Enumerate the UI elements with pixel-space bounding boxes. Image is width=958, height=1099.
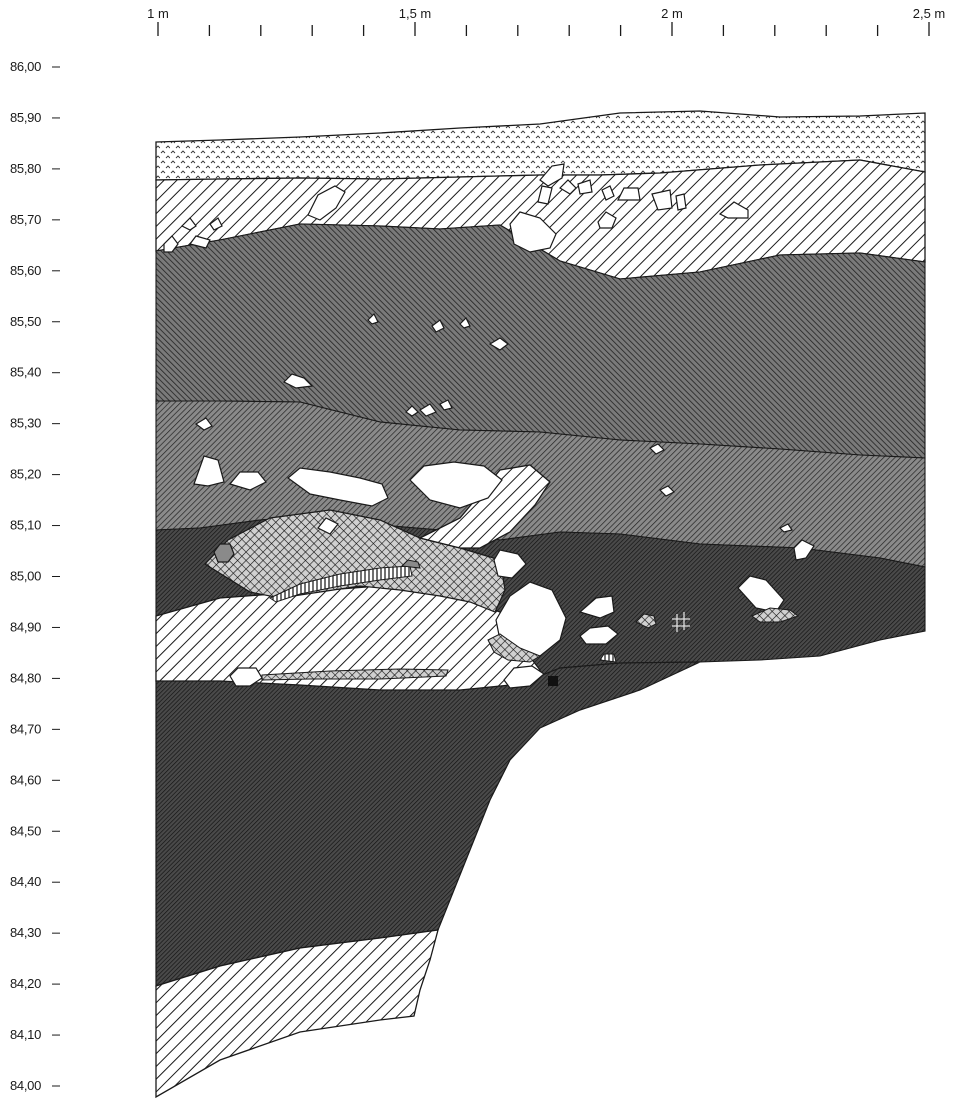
elevation-label: 85,20 [10,467,41,482]
elevation-label: 84,50 [10,823,41,838]
elevation-label: 85,00 [10,569,41,584]
elevation-label: 84,30 [10,925,41,940]
elevation-label: 84,90 [10,619,41,634]
stone [193,455,225,487]
elevation-axis: 86,00 85,90 85,80 85,70 85,60 85,50 85,40 85,30… [10,59,60,1093]
stone [409,461,503,509]
elevation-label: 85,50 [10,314,41,329]
stone [737,575,785,613]
x-axis-tick-label: 1,5 m [399,6,432,21]
layer-hatched-base [155,929,439,1099]
stone [419,403,437,417]
stone [597,211,617,229]
elevation-label: 85,10 [10,518,41,533]
x-axis-tick-label: 2 m [661,6,683,21]
stone [648,443,666,455]
stone [431,319,445,333]
stone [793,539,815,561]
elevation-label: 84,60 [10,772,41,787]
elevation-label: 84,40 [10,874,41,889]
elevation-label: 85,70 [10,212,41,227]
stone [579,625,619,645]
vertical-hatched-find [599,653,617,663]
x-axis-tick-label: 1 m [147,6,169,21]
stone [229,667,263,687]
stone [539,163,565,187]
stone [509,211,557,253]
stone [307,185,346,221]
stone [503,665,545,689]
elevation-label: 85,40 [10,365,41,380]
elevation-label: 85,60 [10,263,41,278]
stone [287,467,389,507]
stone [180,217,197,231]
elevation-label: 85,90 [10,110,41,125]
charcoal-lens-linear [261,668,449,681]
stone-inclusions [163,163,815,689]
stone [578,595,615,619]
stone [675,193,687,211]
elevation-label: 85,80 [10,161,41,176]
grey-stone [213,543,235,563]
stone [405,405,419,417]
stone [317,517,339,535]
x-axis-tick-label: 2,5 m [913,6,946,21]
stone [778,523,793,533]
stone [718,201,749,219]
stone [282,373,314,389]
elevation-label: 84,10 [10,1027,41,1042]
stone [209,217,223,231]
elevation-label: 85,30 [10,416,41,431]
burnt-layer-vertical-hatch [268,565,413,603]
stone [559,179,577,195]
stone [617,187,641,201]
cross-hatched-find [487,633,542,663]
stone [228,471,267,491]
stone [163,235,179,253]
stone [194,417,213,431]
elevation-label: 86,00 [10,59,41,74]
stone [601,185,615,201]
elevation-label: 84,20 [10,976,41,991]
horizontal-distance-axis: 1 m 1,5 m 2 m 2,5 m [147,6,945,36]
grey-stone [400,559,421,569]
stone [439,399,453,411]
cross-hatched-find [751,607,800,623]
stone [493,549,527,579]
black-find-marker [548,676,558,686]
stone [577,179,593,195]
stone [658,485,676,497]
stone [651,189,673,211]
stone [488,337,509,351]
grid-find-marker [672,612,690,632]
stone [537,185,553,205]
stone [188,235,211,249]
pit-fill-crosshatched [204,509,506,613]
stone [459,316,471,329]
cross-hatched-find [635,613,657,629]
elevation-label: 84,70 [10,721,41,736]
elevation-label: 84,80 [10,670,41,685]
stone [367,312,379,325]
elevation-label: 84,00 [10,1078,41,1093]
